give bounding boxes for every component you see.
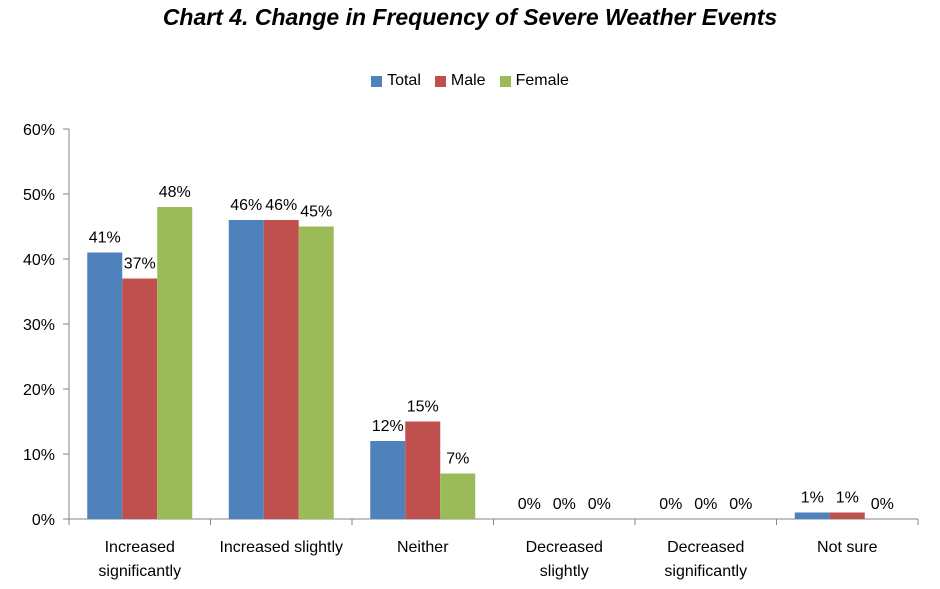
y-tick-label: 0% <box>32 512 55 529</box>
y-tick-label: 10% <box>23 447 55 464</box>
data-label: 46% <box>265 197 297 214</box>
x-tick-label: Decreased <box>667 539 744 556</box>
data-label: 0% <box>518 496 541 513</box>
x-tick-label: Decreased <box>526 539 603 556</box>
legend-swatch <box>371 75 383 87</box>
data-label: 46% <box>230 197 262 214</box>
bar-total <box>370 441 406 519</box>
x-tick-label: slightly <box>540 563 589 580</box>
legend-swatch <box>499 75 511 87</box>
bar-total <box>794 512 830 519</box>
bar-female <box>440 473 476 519</box>
y-tick-label: 30% <box>23 317 55 334</box>
legend-label: Female <box>515 72 569 89</box>
bar-male <box>263 220 299 519</box>
y-tick-label: 40% <box>23 252 55 269</box>
data-label: 7% <box>446 451 469 468</box>
legend-label: Male <box>450 72 486 89</box>
legend: Total Male Female <box>0 72 940 90</box>
x-tick-label: Increased <box>105 539 175 556</box>
legend-label: Total <box>387 72 421 89</box>
bar-male <box>122 278 158 519</box>
bar-female <box>157 207 193 519</box>
x-tick-label: significantly <box>98 563 181 580</box>
data-label: 15% <box>407 399 439 416</box>
bar-total <box>87 252 123 519</box>
bar-male <box>829 512 865 519</box>
y-tick-label: 60% <box>23 122 55 139</box>
data-label: 37% <box>124 256 156 273</box>
y-tick-label: 50% <box>23 187 55 204</box>
data-label: 1% <box>836 490 859 507</box>
data-label: 0% <box>694 496 717 513</box>
data-label: 0% <box>588 496 611 513</box>
data-label: 0% <box>553 496 576 513</box>
bar-female <box>298 226 334 519</box>
x-tick-label: Not sure <box>817 539 878 556</box>
data-label: 0% <box>729 496 752 513</box>
legend-item-male: Male <box>434 72 486 90</box>
x-tick-label: Neither <box>397 539 449 556</box>
legend-item-female: Female <box>499 72 569 90</box>
legend-swatch <box>434 75 446 87</box>
data-label: 45% <box>300 204 332 221</box>
data-label: 0% <box>871 496 894 513</box>
data-label: 48% <box>159 184 191 201</box>
x-tick-label: Increased slightly <box>219 539 343 556</box>
bar-total <box>228 220 264 519</box>
data-label: 41% <box>89 230 121 247</box>
x-tick-label: significantly <box>664 563 747 580</box>
data-label: 12% <box>372 418 404 435</box>
chart-title: Chart 4. Change in Frequency of Severe W… <box>162 4 778 30</box>
data-label: 1% <box>801 490 824 507</box>
legend-item-total: Total <box>371 72 421 90</box>
y-tick-label: 20% <box>23 382 55 399</box>
bar-male <box>405 421 441 519</box>
data-label: 0% <box>659 496 682 513</box>
